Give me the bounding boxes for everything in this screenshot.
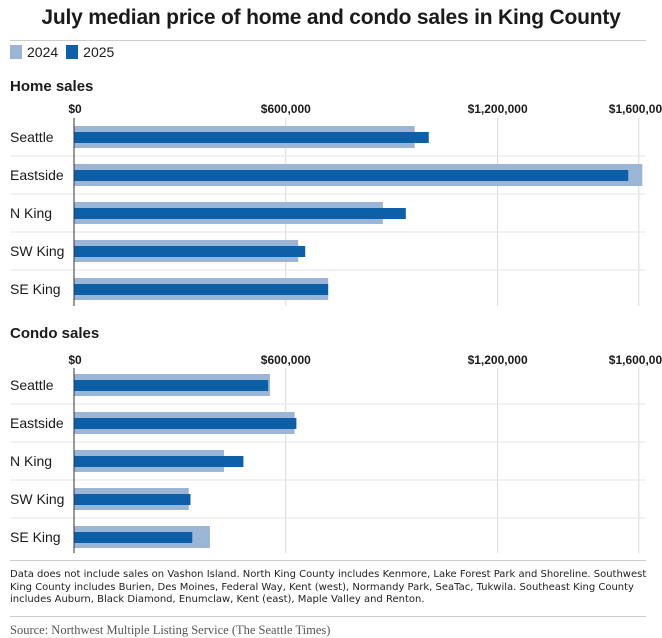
home-category-label: Seattle [10,129,54,145]
home-category-label: N King [10,205,52,221]
home-bar-2025 [74,284,329,295]
condo-category-label: N King [10,453,52,469]
home-bar-2025 [74,170,629,181]
legend-label-2025: 2025 [83,44,115,60]
condo-category-label: SE King [10,529,61,545]
condo-sales-heading: Condo sales [10,325,100,342]
home-tick-label: $1,200,000 [468,102,528,116]
condo-tick-label: $600,000 [261,353,311,367]
condo-category-label: Seattle [10,377,54,393]
home-bar-2025 [74,208,406,219]
legend-label-2024: 2024 [27,44,59,60]
condo-category-label: Eastside [10,415,64,431]
legend-swatch-2025 [66,45,79,59]
home-sales-heading: Home sales [10,78,94,95]
footnote-divider [10,560,646,561]
home-category-label: Eastside [10,167,64,183]
source-divider [10,616,646,617]
condo-bar-2025 [74,418,297,429]
title-divider [10,40,646,41]
home-category-label: SW King [10,243,64,259]
condo-tick-label: $0 [68,353,82,367]
footnote: Data does not include sales on Vashon Is… [10,569,647,605]
legend: 2024 2025 [10,44,122,60]
legend-item-2024: 2024 [10,44,58,60]
condo-category-label: SW King [10,491,64,507]
condo-tick-label: $1,600,000 [609,353,662,367]
condo-bar-2025 [74,456,244,467]
home-bar-2025 [74,246,306,257]
condo-tick-label: $1,200,000 [468,353,528,367]
chart-title: July median price of home and condo sale… [41,6,621,29]
condo-bar-2025 [74,532,193,543]
bar-charts: $0 $600,000 $1,200,000 $1,600,000 Seattle Eas… [10,102,662,553]
home-bar-2025 [74,132,429,143]
home-tick-label: $1,600,000 [609,102,662,116]
home-tick-label: $0 [68,102,82,116]
condo-bar-2025 [74,380,269,391]
legend-item-2025: 2025 [66,44,114,60]
legend-swatch-2024 [10,45,22,59]
home-category-label: SE King [10,281,61,297]
condo-bar-2025 [74,494,191,505]
source-note: Source: Northwest Multiple Listing Servi… [10,623,331,637]
home-tick-label: $600,000 [261,102,311,116]
